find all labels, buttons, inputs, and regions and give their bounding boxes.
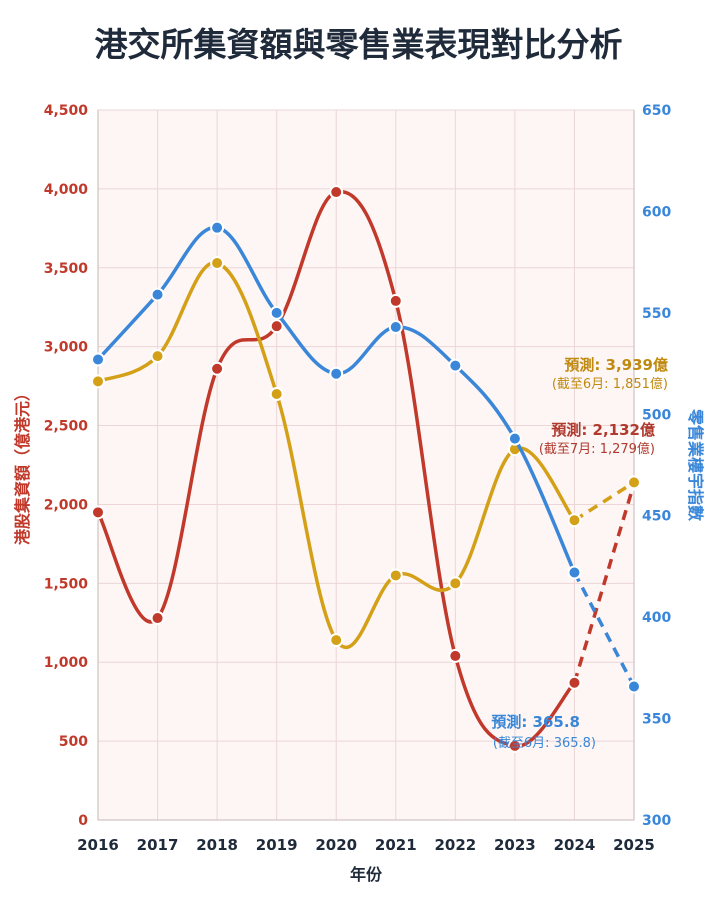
annotation-blue-main: 預測: 365.8	[491, 713, 580, 731]
series-forecast-0	[572, 483, 636, 684]
left-tick-label: 2,500	[44, 419, 89, 435]
series-2-point	[91, 352, 105, 367]
left-tick-label: 0	[78, 813, 88, 829]
left-tick-label: 3,500	[44, 261, 89, 277]
annotation-red-sub: (截至7月: 1,279億)	[539, 441, 655, 457]
x-tick-label: 2018	[196, 836, 238, 854]
series-0-point	[210, 361, 225, 376]
x-tick-label: 2025	[613, 836, 655, 854]
series-0-point	[448, 648, 463, 663]
x-tick-label: 2021	[375, 836, 417, 854]
annotation-gold-sub: (截至6月: 1,851億)	[552, 376, 668, 392]
right-tick-label: 450	[642, 509, 671, 525]
series-forecast-2	[572, 571, 636, 688]
plot-background	[97, 109, 635, 821]
series-1-point	[329, 633, 344, 648]
series-1-point	[150, 349, 165, 364]
series-0-point	[388, 293, 403, 308]
series-2-point	[567, 565, 582, 580]
series-0-point	[567, 675, 582, 690]
x-axis-ticks: 2016 2017 2018 2019 2020 2021 2022 2023 2024 2025	[77, 836, 655, 854]
annotation-gold-main: 預測: 3,939億	[564, 356, 668, 374]
right-tick-label: 600	[642, 204, 671, 220]
series-1-point	[448, 576, 463, 591]
right-axis-title: 零售業樓宇指數	[686, 408, 705, 521]
series-2-point	[507, 431, 522, 446]
left-tick-label: 3,000	[44, 340, 89, 356]
series-2-point	[329, 366, 344, 381]
x-tick-label: 2023	[494, 836, 536, 854]
series-2-point	[448, 358, 463, 373]
annotation-blue-sub: (截至6月: 365.8)	[493, 736, 596, 751]
x-tick-label: 2022	[434, 836, 476, 854]
series-forecast-1	[573, 480, 635, 522]
left-tick-label: 4,500	[44, 103, 89, 119]
x-tick-label: 2019	[256, 836, 298, 854]
left-axis-title: 港股集資額（億港元）	[13, 385, 32, 545]
series-2-point	[627, 679, 641, 694]
left-tick-label: 1,000	[44, 655, 89, 671]
x-tick-label: 2017	[137, 836, 179, 854]
series-2-point	[210, 220, 225, 235]
series-2-point	[269, 305, 284, 320]
right-tick-label: 350	[642, 712, 671, 728]
series-1-point	[210, 256, 225, 271]
right-tick-label: 300	[642, 813, 671, 829]
right-axis-ticks: 300 350 400 450 500 550 600 650	[642, 103, 671, 829]
series-2-point	[150, 287, 165, 302]
chart-title: 港交所集資額與零售業表現對比分析	[94, 25, 623, 64]
series-1-point	[388, 568, 403, 583]
series-1-point	[269, 387, 284, 401]
series-1-point	[627, 475, 641, 490]
series-2-point	[388, 320, 403, 335]
right-tick-label: 400	[642, 610, 671, 626]
x-tick-label: 2020	[315, 836, 357, 854]
annotation-red-main: 預測: 2,132億	[551, 421, 655, 439]
series-0-point	[150, 611, 165, 626]
grid-lines	[97, 109, 635, 821]
left-axis-ticks: 0 500 1,000 1,500 2,000 2,500 3,000 3,500 4,000 4…	[44, 103, 89, 829]
series-0-point	[507, 738, 522, 753]
series-1-point	[91, 374, 105, 389]
left-tick-label: 500	[59, 734, 88, 750]
right-tick-label: 500	[642, 407, 671, 423]
right-tick-label: 550	[642, 306, 671, 322]
x-tick-label: 2024	[554, 836, 596, 854]
series-0-point	[91, 505, 105, 520]
left-tick-label: 1,500	[44, 576, 89, 592]
left-tick-label: 2,000	[44, 497, 89, 513]
series-group	[91, 185, 641, 753]
series-0-point	[269, 319, 284, 334]
series-1-point	[567, 513, 582, 528]
series-line-1	[96, 261, 577, 650]
series-0-point	[329, 185, 344, 200]
left-tick-label: 4,000	[44, 182, 89, 198]
x-tick-label: 2016	[77, 836, 119, 854]
right-tick-label: 650	[642, 103, 671, 119]
x-axis-title: 年份	[350, 865, 383, 884]
